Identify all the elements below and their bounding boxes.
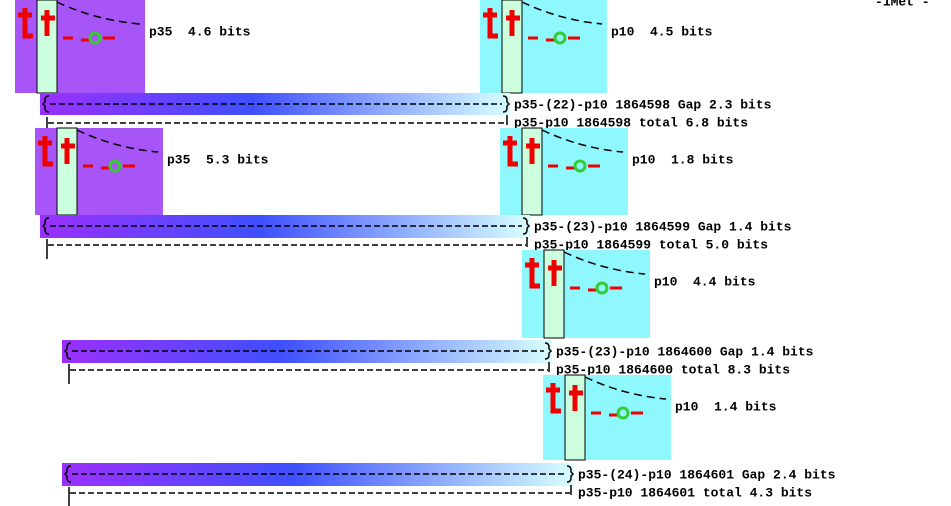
- gap-braces: [41, 95, 511, 113]
- p35-label: p35 5.3 bits: [167, 152, 269, 167]
- p35-logo-glyph: [18, 8, 55, 39]
- p35-logo-box: [15, 0, 145, 93]
- gap-label: p35-(24)-p10 1864601 Gap 2.4 bits: [578, 467, 836, 482]
- header-fragment: -1Met -: [875, 0, 930, 9]
- p10-logo-column: [521, 127, 543, 216]
- total-label: p35-p10 1864598 total 6.8 bits: [514, 115, 748, 130]
- total-ends: [68, 485, 572, 506]
- p10-logo-glyph: [525, 258, 562, 289]
- p10-logo-glyph: [483, 8, 520, 39]
- p35-logo-curve: [56, 1, 141, 25]
- p10-logo-box: [480, 0, 607, 93]
- p35-logo-glyph-a: [108, 159, 122, 173]
- p10-logo-glyph-a: [573, 159, 587, 173]
- p10-logo-glyph: [546, 383, 583, 414]
- p35-logo-glyph-a: [88, 31, 102, 45]
- p10-logo-box: [522, 250, 650, 338]
- p35-logo-curve: [76, 129, 159, 153]
- gap-label: p35-(22)-p10 1864598 Gap 2.3 bits: [514, 97, 772, 112]
- p10-logo-column: [501, 0, 523, 94]
- p10-logo-curve: [563, 251, 646, 275]
- p10-logo-curve: [584, 376, 667, 400]
- gap-braces: [63, 465, 575, 483]
- p10-logo-glyph: [503, 136, 540, 167]
- p10-logo-glyph-a: [553, 31, 567, 45]
- p10-logo-glyph-a: [616, 406, 630, 420]
- p10-logo-curve: [541, 129, 624, 153]
- gap-label: p35-(23)-p10 1864599 Gap 1.4 bits: [534, 219, 792, 234]
- total-ends: [46, 237, 528, 259]
- p10-logo-column: [543, 249, 565, 339]
- total-ends: [68, 362, 550, 384]
- total-label: p35-p10 1864601 total 4.3 bits: [578, 485, 812, 500]
- p10-label: p10 1.8 bits: [632, 152, 734, 167]
- p35-logo-glyph: [38, 136, 75, 167]
- p10-logo-box: [500, 128, 628, 215]
- total-label: p35-p10 1864600 total 8.3 bits: [556, 362, 790, 377]
- p10-logo-glyph-a: [595, 281, 609, 295]
- p10-logo-curve: [521, 1, 603, 25]
- p10-logo-box: [543, 375, 671, 460]
- gap-braces: [63, 342, 553, 360]
- total-label: p35-p10 1864599 total 5.0 bits: [534, 237, 768, 252]
- p10-label: p10 4.5 bits: [611, 24, 713, 39]
- p10-label: p10 1.4 bits: [675, 399, 777, 414]
- p10-logo-column: [564, 374, 586, 461]
- p35-logo-box: [35, 128, 163, 215]
- p10-label: p10 4.4 bits: [654, 274, 756, 289]
- p35-label: p35 4.6 bits: [149, 24, 251, 39]
- gap-braces: [41, 217, 531, 235]
- gap-label: p35-(23)-p10 1864600 Gap 1.4 bits: [556, 344, 814, 359]
